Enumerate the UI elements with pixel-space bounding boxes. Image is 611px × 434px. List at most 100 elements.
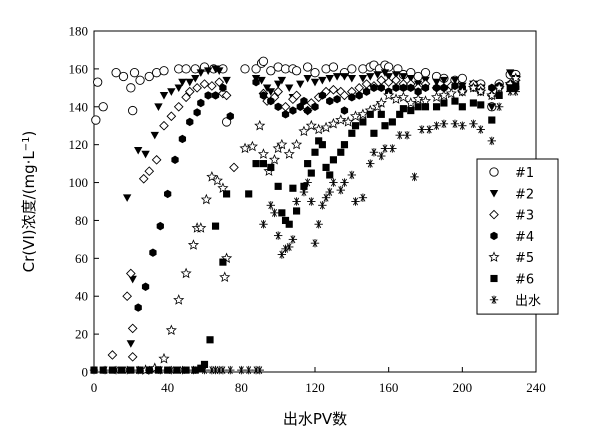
data-point <box>377 110 385 118</box>
data-point <box>214 77 225 87</box>
data-point <box>159 120 169 131</box>
data-point <box>318 91 327 100</box>
y-tick-label: 60 <box>75 251 88 266</box>
data-point <box>126 340 136 348</box>
data-point <box>451 81 459 91</box>
data-point <box>181 64 191 74</box>
data-point <box>159 92 169 100</box>
x-axis-title: 出水PV数 <box>283 410 347 428</box>
data-point <box>187 239 200 250</box>
data-point <box>366 159 375 168</box>
data-point <box>134 303 142 312</box>
data-point <box>328 84 339 95</box>
data-point <box>414 87 422 96</box>
data-point <box>258 56 269 66</box>
data-point <box>354 82 365 93</box>
data-point <box>292 197 301 206</box>
legend-label: #6 <box>515 273 534 288</box>
data-point <box>307 197 316 206</box>
data-point <box>159 66 169 76</box>
legend-marker <box>490 274 498 283</box>
data-point <box>456 85 468 97</box>
data-point <box>359 118 367 126</box>
data-point <box>127 323 138 334</box>
data-point <box>254 119 266 131</box>
legend-label: #1 <box>515 166 534 181</box>
data-point <box>273 80 283 89</box>
data-point <box>245 190 253 198</box>
y-axis-title-main: Cr(VI)浓度/(mg·L <box>20 151 38 273</box>
data-point <box>171 155 179 165</box>
data-point <box>298 125 310 137</box>
data-point <box>252 77 260 87</box>
legend-marker <box>489 167 499 177</box>
data-point <box>204 91 212 100</box>
data-point <box>366 73 375 81</box>
data-point <box>495 91 503 99</box>
data-point <box>303 75 312 83</box>
data-point <box>173 294 185 305</box>
data-point <box>195 222 207 233</box>
legend-marker <box>489 209 499 220</box>
x-tick-label: 120 <box>305 380 325 395</box>
data-point <box>420 68 431 78</box>
data-point <box>291 90 302 101</box>
y-tick-label: 180 <box>69 24 89 39</box>
data-point <box>321 193 331 202</box>
data-point <box>138 173 149 184</box>
data-point <box>197 364 205 372</box>
data-point <box>197 98 205 108</box>
data-point <box>332 73 342 81</box>
data-point <box>358 75 368 83</box>
data-point <box>451 97 459 105</box>
data-point <box>303 178 312 187</box>
x-tick-label: 0 <box>91 380 98 395</box>
data-point <box>432 103 441 111</box>
data-point <box>192 82 202 93</box>
data-point <box>351 122 360 130</box>
data-point <box>167 365 176 375</box>
data-point <box>381 122 389 130</box>
data-point <box>178 78 187 87</box>
data-point <box>289 106 297 115</box>
data-point <box>487 103 496 111</box>
data-point <box>218 365 228 375</box>
data-point <box>311 148 319 156</box>
data-point <box>166 111 177 122</box>
data-point <box>310 238 320 248</box>
data-point <box>406 75 415 83</box>
data-point <box>318 76 327 85</box>
data-point <box>439 76 449 85</box>
data-point <box>267 96 275 106</box>
data-point <box>337 148 345 156</box>
data-point <box>206 336 214 344</box>
y-tick-label: 160 <box>69 61 89 76</box>
data-point <box>122 291 132 302</box>
data-point <box>296 80 305 89</box>
data-point <box>100 365 110 375</box>
data-point <box>358 193 368 202</box>
data-point <box>219 271 231 283</box>
data-point <box>237 365 246 375</box>
data-point <box>141 282 150 291</box>
series-1 <box>91 56 521 127</box>
data-point <box>510 72 522 84</box>
data-point <box>391 75 401 86</box>
data-point <box>349 110 362 121</box>
legend-marker <box>489 189 499 198</box>
data-point <box>322 163 330 171</box>
data-point <box>348 93 356 102</box>
data-point <box>135 75 145 85</box>
data-point <box>438 89 450 101</box>
series-6 <box>90 82 520 374</box>
data-point <box>158 352 170 364</box>
data-point <box>151 154 162 165</box>
data-point <box>141 150 150 159</box>
series-4 <box>134 77 520 312</box>
data-point <box>283 148 295 159</box>
data-point <box>340 106 349 115</box>
data-point <box>421 83 430 93</box>
data-point <box>203 67 213 75</box>
data-point <box>325 75 334 83</box>
legend-label: #2 <box>515 187 534 202</box>
